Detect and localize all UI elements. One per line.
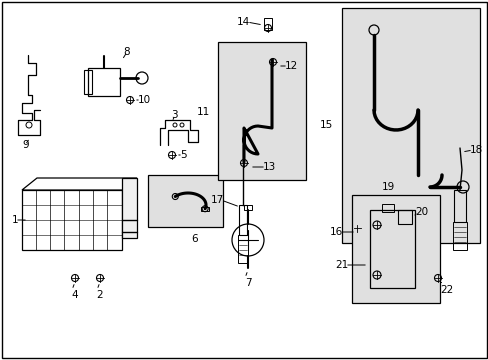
Bar <box>238 235 247 263</box>
Bar <box>453 190 465 222</box>
Polygon shape <box>122 178 137 238</box>
Bar <box>148 175 223 227</box>
Text: 2: 2 <box>97 290 103 300</box>
Bar <box>381 204 393 212</box>
Text: 8: 8 <box>123 47 130 57</box>
Text: 7: 7 <box>244 278 251 288</box>
Text: 4: 4 <box>72 290 78 300</box>
Text: 13: 13 <box>263 162 276 172</box>
Bar <box>341 8 479 243</box>
Bar <box>22 190 122 250</box>
Bar <box>201 207 209 211</box>
Bar <box>244 205 251 210</box>
Text: 18: 18 <box>469 145 482 155</box>
Bar <box>84 70 92 94</box>
Polygon shape <box>22 178 137 190</box>
Text: 16: 16 <box>329 227 342 237</box>
Text: 19: 19 <box>381 182 394 192</box>
Text: 9: 9 <box>22 140 29 150</box>
Bar <box>351 195 439 303</box>
Text: 22: 22 <box>439 285 452 295</box>
Text: 12: 12 <box>285 61 298 71</box>
Bar <box>264 18 271 30</box>
Bar <box>452 222 466 250</box>
Text: 5: 5 <box>180 150 186 160</box>
Text: 11: 11 <box>196 107 209 117</box>
Text: 10: 10 <box>138 95 151 105</box>
Bar <box>218 42 305 180</box>
Text: 17: 17 <box>210 195 224 205</box>
Text: 6: 6 <box>191 234 198 244</box>
Bar <box>369 210 414 288</box>
Text: 15: 15 <box>319 120 332 130</box>
Text: 20: 20 <box>414 207 427 217</box>
Text: 3: 3 <box>171 110 178 120</box>
Bar <box>397 210 411 224</box>
Bar <box>239 205 246 235</box>
Text: 14: 14 <box>236 17 249 27</box>
Text: 1: 1 <box>12 215 19 225</box>
Bar <box>88 68 120 96</box>
Text: 21: 21 <box>334 260 347 270</box>
